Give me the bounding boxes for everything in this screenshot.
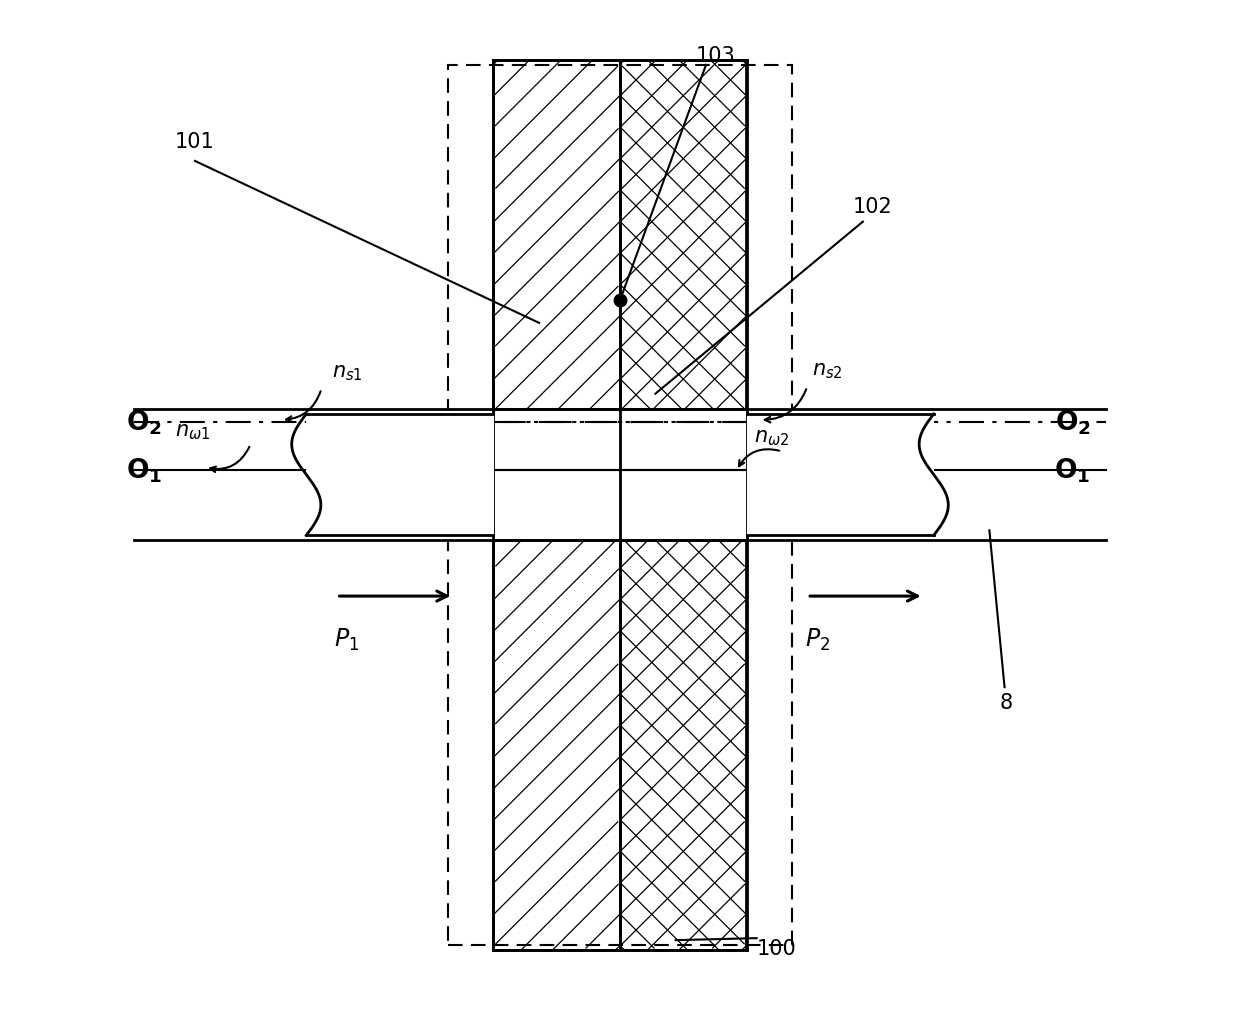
Text: $n_{s1}$: $n_{s1}$ <box>331 362 362 382</box>
Bar <box>494 409 746 541</box>
Text: 100: 100 <box>756 938 796 958</box>
Text: 103: 103 <box>696 45 735 66</box>
Text: 102: 102 <box>853 197 893 217</box>
Text: 101: 101 <box>175 131 215 152</box>
Text: $n_{s2}$: $n_{s2}$ <box>812 360 843 380</box>
Bar <box>746 415 934 536</box>
Bar <box>306 415 494 536</box>
Text: $P_1$: $P_1$ <box>335 626 360 652</box>
Bar <box>134 409 1106 541</box>
Text: $n_{\omega 2}$: $n_{\omega 2}$ <box>754 428 789 448</box>
Bar <box>448 66 792 945</box>
Text: $\mathbf{O_1}$: $\mathbf{O_1}$ <box>1054 456 1090 484</box>
Bar <box>494 61 746 950</box>
Text: $\mathbf{O_1}$: $\mathbf{O_1}$ <box>126 456 162 484</box>
Text: $\mathbf{O_2}$: $\mathbf{O_2}$ <box>126 408 162 437</box>
Text: 8: 8 <box>999 693 1013 713</box>
Bar <box>494 61 746 950</box>
Text: $n_{\omega 1}$: $n_{\omega 1}$ <box>175 422 210 442</box>
Text: $\mathbf{O_2}$: $\mathbf{O_2}$ <box>1055 408 1090 437</box>
Text: $P_2$: $P_2$ <box>805 626 830 652</box>
